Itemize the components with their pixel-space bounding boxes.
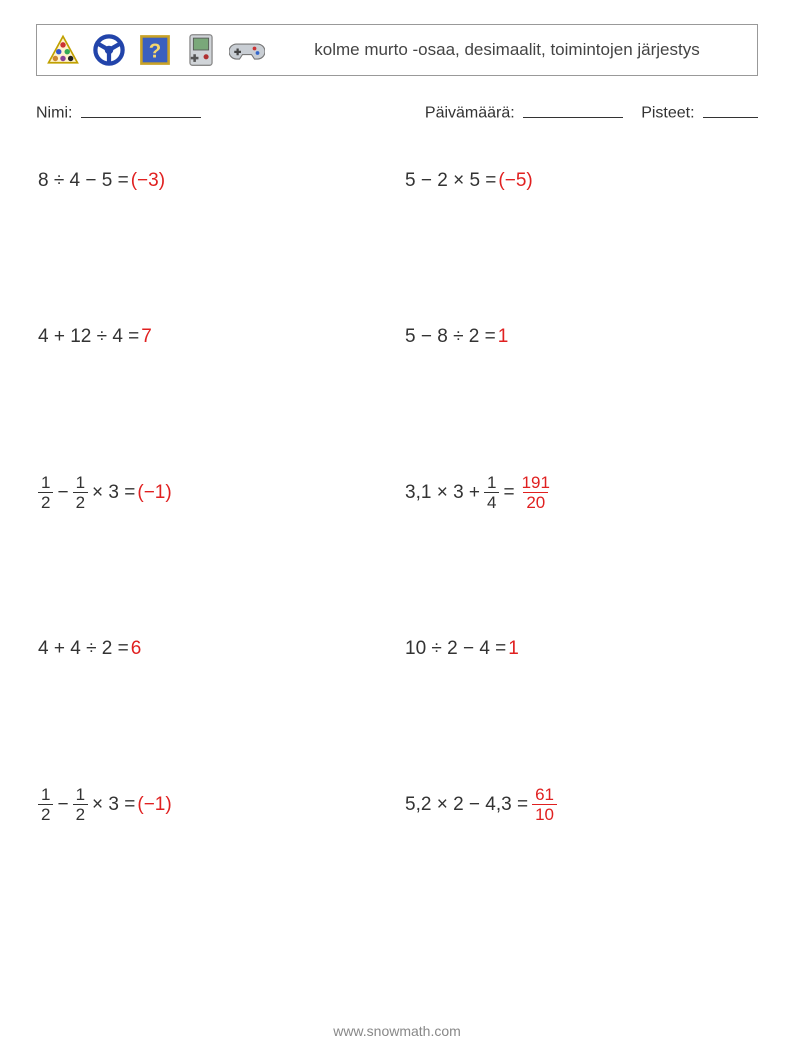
answer: 6 — [131, 638, 142, 660]
gameboy-icon — [183, 32, 219, 68]
expression: 5 − 2 × 5 = — [403, 170, 498, 192]
answer: 6110 — [532, 786, 557, 823]
fraction: 12 — [73, 474, 88, 511]
answer: (−1) — [137, 794, 171, 816]
problem-10: 5,2 × 2 − 4,3 = 6110 — [403, 783, 758, 827]
footer-url: www.snowmath.com — [0, 1023, 794, 1039]
date-field: Päivämäärä: — [425, 100, 623, 123]
answer: (−1) — [137, 482, 171, 504]
expression: 5 − 8 ÷ 2 = — [403, 326, 498, 348]
worksheet-title: kolme murto -osaa, desimaalit, toimintoj… — [265, 39, 749, 61]
answer: 1 — [508, 638, 519, 660]
worksheet-page: ? — [0, 0, 794, 827]
answer: 1 — [498, 326, 509, 348]
problem-3: 4 + 12 ÷ 4 = 7 — [36, 315, 391, 359]
score-blank[interactable] — [703, 100, 758, 118]
fraction: 14 — [484, 474, 499, 511]
name-label: Nimi: — [36, 105, 72, 122]
header-icons: ? — [45, 32, 265, 68]
score-label: Pisteet: — [641, 105, 694, 122]
fraction: 12 — [73, 786, 88, 823]
problem-4: 5 − 8 ÷ 2 = 1 — [403, 315, 758, 359]
name-field: Nimi: — [36, 100, 425, 123]
fraction: 12 — [38, 474, 53, 511]
svg-text:?: ? — [149, 41, 161, 63]
problem-6: 3,1 × 3 + 14 = 19120 — [403, 471, 758, 515]
header-bar: ? — [36, 24, 758, 76]
expression: 8 ÷ 4 − 5 = — [36, 170, 131, 192]
expression: 10 ÷ 2 − 4 = — [403, 638, 508, 660]
answer: (−5) — [498, 170, 532, 192]
steering-wheel-icon — [91, 32, 127, 68]
score-field: Pisteet: — [641, 100, 758, 123]
date-label: Päivämäärä: — [425, 105, 515, 122]
problem-8: 10 ÷ 2 − 4 = 1 — [403, 627, 758, 671]
expression: 3,1 × 3 + 14 = — [403, 474, 517, 511]
question-box-icon: ? — [137, 32, 173, 68]
problem-1: 8 ÷ 4 − 5 = (−3) — [36, 159, 391, 203]
triangle-balls-icon — [45, 32, 81, 68]
answer: 7 — [141, 326, 152, 348]
expression: 12 − 12 × 3 = — [36, 786, 137, 823]
problem-7: 4 + 4 ÷ 2 = 6 — [36, 627, 391, 671]
problem-2: 5 − 2 × 5 = (−5) — [403, 159, 758, 203]
expression: 4 + 12 ÷ 4 = — [36, 326, 141, 348]
gamepad-icon — [229, 32, 265, 68]
expression: 4 + 4 ÷ 2 = — [36, 638, 131, 660]
fraction: 12 — [38, 786, 53, 823]
problem-9: 12 − 12 × 3 = (−1) — [36, 783, 391, 827]
problems-grid: 8 ÷ 4 − 5 = (−3) 5 − 2 × 5 = (−5) 4 + 12 ÷… — [36, 159, 758, 827]
date-blank[interactable] — [523, 100, 623, 118]
meta-row: Nimi: Päivämäärä: Pisteet: — [36, 100, 758, 123]
answer: (−3) — [131, 170, 165, 192]
name-blank[interactable] — [81, 100, 201, 118]
problem-5: 12 − 12 × 3 = (−1) — [36, 471, 391, 515]
expression: 12 − 12 × 3 = — [36, 474, 137, 511]
expression: 5,2 × 2 − 4,3 = — [403, 794, 530, 816]
answer: 19120 — [519, 474, 553, 511]
